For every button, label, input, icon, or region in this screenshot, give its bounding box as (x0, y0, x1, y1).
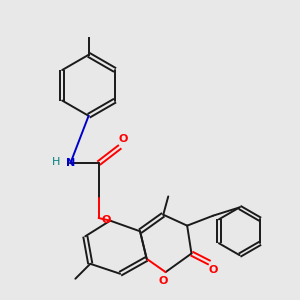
Text: H: H (52, 157, 60, 166)
Text: O: O (208, 266, 218, 275)
Text: N: N (66, 158, 76, 168)
Text: O: O (102, 215, 111, 225)
Text: O: O (119, 134, 128, 144)
Text: O: O (158, 276, 168, 286)
